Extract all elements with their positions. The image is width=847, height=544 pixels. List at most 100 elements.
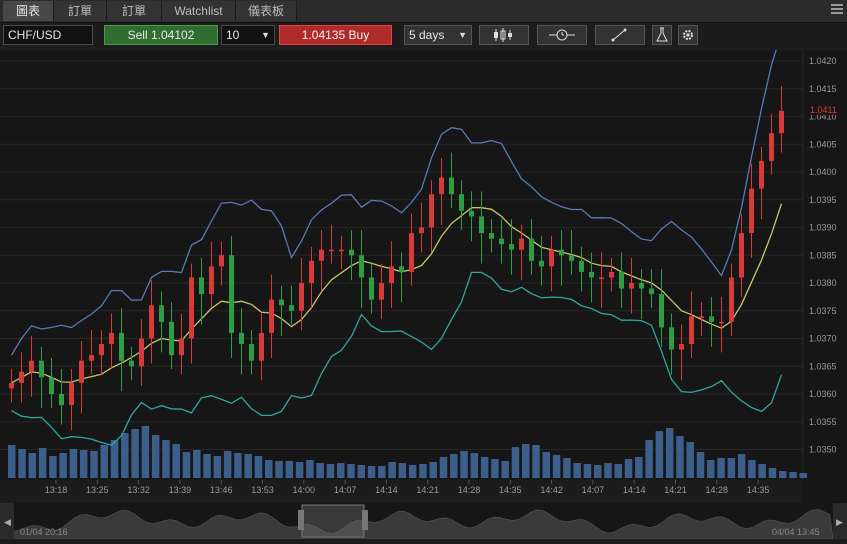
navigator-scroll-left[interactable]	[0, 503, 14, 539]
candle-body	[99, 344, 104, 356]
candle-body	[399, 266, 404, 272]
quantity-select[interactable]: 10 ▼	[221, 25, 275, 45]
volume-bar	[450, 454, 458, 478]
volume-bar	[419, 464, 427, 478]
volume-bar	[563, 458, 571, 478]
candle-body	[689, 316, 694, 345]
tab-chart[interactable]: 圖表	[3, 1, 54, 21]
buy-price: 1.04135	[301, 28, 346, 42]
volume-bar	[655, 431, 664, 478]
period-value: 5 days	[409, 28, 445, 42]
scroll-right-icon: ▶	[836, 517, 843, 527]
buy-label: Buy	[348, 28, 370, 42]
volume-bar	[707, 460, 715, 478]
time-axis[interactable]: 13:18 13:25 13:32 13:39 13:46 13:53 14:00 14:07…	[0, 480, 803, 503]
volume-bar	[69, 449, 78, 478]
time-tick-label: 13:18	[45, 485, 68, 495]
candle-body	[519, 238, 524, 250]
volume-bar	[635, 457, 643, 478]
candle-body	[9, 382, 14, 389]
candle-body	[769, 133, 774, 161]
candle-body	[549, 249, 554, 267]
volume-bar	[624, 459, 633, 478]
volume-bar	[131, 429, 139, 478]
navigator-scroll-right[interactable]	[833, 503, 847, 539]
candle-body	[79, 360, 84, 383]
time-navigator[interactable]: ◀ ▶ 01/04 20:16 04/04 13:45	[0, 503, 847, 540]
volume-bar	[59, 453, 67, 478]
navigator-window[interactable]	[301, 504, 365, 538]
volume-bar	[162, 440, 170, 478]
candle-body	[359, 255, 364, 278]
candle-body	[669, 327, 674, 350]
candle-body	[119, 332, 124, 361]
price-axis[interactable]: 1.0420 1.0415 1.0410 1.0405 1.0400 1.0395 1.03…	[809, 56, 837, 455]
volume-bar	[460, 451, 468, 478]
sell-price: 1.04102	[150, 28, 195, 42]
tab-dashboard[interactable]: 儀表板	[236, 1, 297, 21]
tab-orders-2[interactable]: 訂單	[107, 1, 162, 21]
candlestick-type-icon	[494, 28, 512, 42]
candle-body	[349, 249, 354, 256]
volume-bar	[491, 459, 499, 478]
candle-body	[599, 277, 604, 279]
tab-watchlist[interactable]: Watchlist	[162, 1, 236, 21]
hamburger-menu-icon[interactable]	[831, 4, 843, 16]
buy-button[interactable]: 1.04135 Buy	[279, 25, 392, 45]
candle-body	[619, 271, 624, 289]
volume-bar	[398, 463, 407, 478]
volume-bar	[8, 445, 16, 478]
candle-body	[719, 321, 724, 324]
drawing-tool-icon	[611, 28, 627, 42]
studies-button[interactable]	[652, 25, 672, 45]
candle-body	[249, 344, 254, 361]
settings-gear-icon	[683, 30, 693, 40]
candle-body	[269, 299, 274, 333]
volume-bar	[645, 440, 653, 478]
candle-body	[259, 332, 264, 361]
candle-body	[409, 233, 414, 272]
chart-type-dropdown[interactable]	[479, 25, 529, 45]
candle-body	[209, 266, 214, 295]
drawing-tools-dropdown[interactable]	[595, 25, 645, 45]
navigator-handle-right[interactable]	[362, 510, 368, 530]
period-select[interactable]: 5 days ▼	[404, 25, 472, 45]
last-price-label: 1.0411	[810, 105, 837, 115]
scroll-left-icon: ◀	[4, 517, 11, 527]
volume-bar	[244, 454, 252, 478]
volume-bar	[758, 464, 766, 478]
volume-bar	[727, 458, 736, 478]
time-tick-label: 14:21	[416, 485, 439, 495]
volume-bar	[542, 452, 551, 478]
price-tick-label: 1.0410	[809, 112, 837, 122]
candle-body	[629, 283, 634, 289]
candle-body	[639, 283, 644, 289]
candle-body	[659, 294, 664, 328]
indicators-dropdown[interactable]	[537, 25, 587, 45]
volume-bar	[316, 463, 324, 478]
candle-body	[579, 260, 584, 272]
volume-bar	[223, 451, 232, 478]
navigator-area	[13, 509, 834, 540]
chart-settings-button[interactable]	[678, 25, 698, 45]
navigator-handle-left[interactable]	[298, 510, 304, 530]
candle-body	[539, 260, 544, 267]
volume-bar	[285, 461, 294, 478]
volume-bar	[573, 463, 581, 478]
candle-body	[29, 360, 34, 372]
candle-body	[189, 277, 194, 339]
candlestick-series	[9, 85, 784, 431]
volume-bar	[275, 461, 283, 478]
upper-bollinger-band	[10, 50, 777, 356]
price-chart[interactable]: 1.0420 1.0415 1.0410 1.0405 1.0400 1.0395 1.03…	[0, 50, 847, 503]
time-tick-label: 14:14	[375, 485, 398, 495]
sell-button[interactable]: Sell 1.04102	[104, 25, 218, 45]
volume-bar	[193, 450, 201, 478]
volume-bar	[295, 462, 304, 478]
candle-body	[309, 260, 314, 283]
volume-bar	[388, 462, 396, 478]
candle-body	[329, 249, 334, 252]
symbol-input[interactable]: CHF/USD	[3, 25, 93, 45]
volume-bar	[213, 456, 222, 478]
tab-orders-1[interactable]: 訂單	[54, 1, 107, 21]
